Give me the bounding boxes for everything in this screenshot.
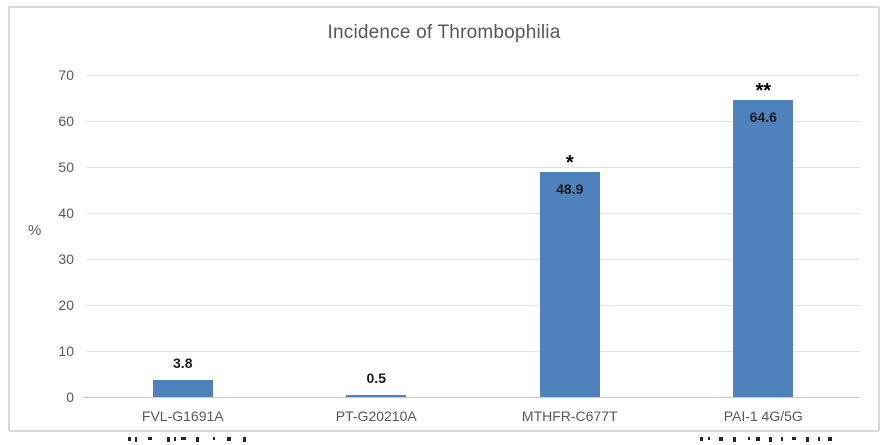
significance-asterisk: * [565, 152, 574, 175]
x-category-label: PT-G20210A [335, 408, 417, 424]
y-tick-label: 70 [58, 67, 74, 83]
y-tick-label: 30 [58, 251, 74, 267]
gridline [86, 167, 860, 168]
data-label: 3.8 [173, 354, 193, 371]
x-category-label: PAI-1 4G/5G [723, 408, 803, 424]
gridline [86, 75, 860, 76]
gridline [86, 351, 860, 352]
gridline [86, 121, 860, 122]
chart-frame: Incidence of Thrombophilia % 0 10 20 30 40 50… [8, 6, 880, 432]
x-category-label: FVL-G1691A [141, 408, 224, 424]
x-axis-line [83, 397, 860, 398]
gridline [86, 305, 860, 306]
data-label: 0.5 [366, 369, 386, 386]
bar-PT-G20210A [346, 394, 407, 397]
y-tick-label: 10 [58, 343, 74, 359]
bar-MTHFR-C677T [539, 172, 600, 397]
y-tick-label: 60 [58, 113, 74, 129]
bar-FVL-G1691A [152, 379, 213, 397]
gridline [86, 213, 860, 214]
data-label: 64.6 [749, 108, 777, 125]
y-axis-unit-label: % [28, 222, 42, 239]
bar-PAI-1 4G/5G [733, 99, 794, 397]
data-label: 48.9 [556, 181, 584, 198]
y-tick-label: 0 [66, 389, 74, 405]
plot-area: 0 10 20 30 40 50 60 70 3.8 0.5 48.9 * 64.6 ** FVL-G1… [58, 67, 860, 424]
x-category-label: MTHFR-C677T [521, 408, 618, 424]
y-tick-label: 50 [58, 159, 74, 175]
y-tick-label: 20 [58, 297, 74, 313]
significance-asterisk: ** [755, 79, 772, 102]
cropped-caption-fragments [0, 437, 894, 445]
chart-title: Incidence of Thrombophilia [327, 22, 561, 43]
gridline [86, 259, 860, 260]
y-tick-label: 40 [58, 205, 74, 221]
